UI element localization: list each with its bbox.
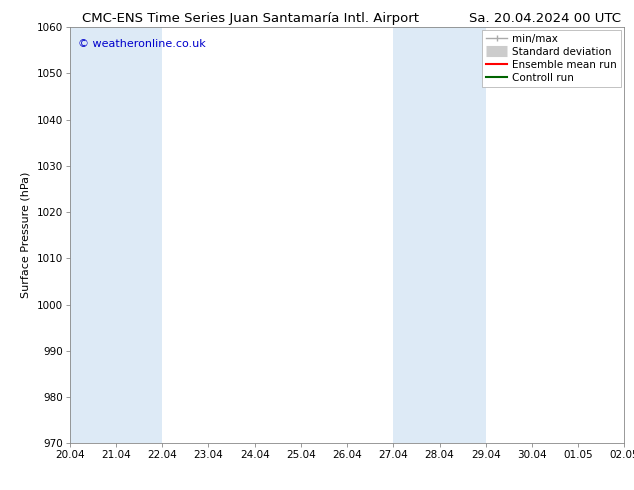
Bar [116, 27, 162, 443]
Y-axis label: Surface Pressure (hPa): Surface Pressure (hPa) [21, 172, 31, 298]
Legend: min/max, Standard deviation, Ensemble mean run, Controll run: min/max, Standard deviation, Ensemble me… [482, 30, 621, 87]
Text: CMC-ENS Time Series Juan Santamaría Intl. Airport: CMC-ENS Time Series Juan Santamaría Intl… [82, 12, 420, 25]
Text: Sa. 20.04.2024 00 UTC: Sa. 20.04.2024 00 UTC [469, 12, 621, 25]
Bar [393, 27, 439, 443]
Text: © weatheronline.co.uk: © weatheronline.co.uk [78, 40, 206, 49]
Bar [70, 27, 116, 443]
Bar [439, 27, 486, 443]
